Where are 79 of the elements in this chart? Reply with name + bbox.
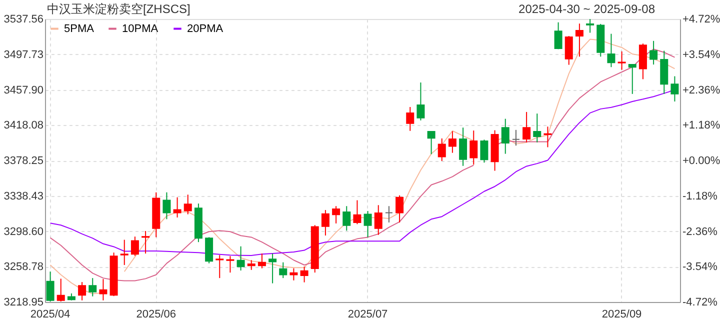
x-tick-label: 2025/07 <box>348 308 388 320</box>
candlestick <box>130 236 139 256</box>
legend-label: 20PMA <box>187 22 224 35</box>
candlestick <box>586 18 594 34</box>
candlestick <box>342 206 351 232</box>
candlestick <box>459 127 468 166</box>
candlestick <box>290 268 298 281</box>
candlestick <box>470 130 478 166</box>
candlestick <box>184 194 192 215</box>
candlestick <box>448 130 456 154</box>
candlestick <box>88 278 97 297</box>
candlestick <box>279 262 288 279</box>
candlestick <box>353 200 362 225</box>
candlestick <box>406 106 414 132</box>
x-tick-label: 2025/06 <box>136 308 176 320</box>
y2-tick-label: -2.36% <box>682 226 718 238</box>
candlestick <box>533 113 542 143</box>
candlestick <box>99 278 108 301</box>
candlestick <box>300 266 308 283</box>
candlestick <box>364 210 372 238</box>
candlestick <box>258 253 266 269</box>
y-tick-label: 3218.95 <box>4 296 44 308</box>
y2-tick-label: +0.00% <box>682 155 720 167</box>
candlestick <box>564 36 573 66</box>
x-tick-label: 2025/09 <box>602 308 642 320</box>
y-tick-label: 3457.90 <box>4 84 44 96</box>
y2-tick-label: +2.36% <box>682 84 720 96</box>
candlestick <box>650 40 658 66</box>
candlestick <box>396 194 404 223</box>
candlestick <box>501 118 510 154</box>
candlestick <box>438 138 446 162</box>
candlestick <box>247 260 256 270</box>
candlestick <box>544 126 552 148</box>
candlestick <box>46 271 54 302</box>
x-tick-label: 2025/04 <box>30 308 70 320</box>
candlestick <box>332 206 340 224</box>
y-tick-label: 3418.08 <box>4 120 44 132</box>
y-tick-label: 3298.60 <box>4 226 44 238</box>
candlestick <box>384 206 393 223</box>
candlestick <box>56 278 65 302</box>
chart-title: 中汉玉米淀粉卖空[ZHSCS] <box>47 2 190 16</box>
y-tick-label: 3378.25 <box>4 155 44 168</box>
candlestick <box>374 204 382 236</box>
candlestick <box>427 131 436 155</box>
candlestick <box>618 50 626 70</box>
candlestick <box>236 246 245 272</box>
candlestick <box>575 23 584 58</box>
candlestick <box>607 33 616 68</box>
candlestick <box>670 76 679 102</box>
y2-tick-label: -3.54% <box>682 261 718 274</box>
y2-tick-label: +4.72% <box>682 14 720 26</box>
candlestick <box>638 43 647 80</box>
candlestick <box>480 139 488 164</box>
y2-tick-label: -1.18% <box>682 190 718 202</box>
candlestick <box>321 210 330 236</box>
candlestick <box>120 239 128 266</box>
candlestick <box>205 236 214 264</box>
legend-label: 10PMA <box>122 22 159 35</box>
y-tick-label: 3497.73 <box>4 48 44 61</box>
candlestick <box>268 253 277 284</box>
y2-tick-label: -4.72% <box>682 296 718 308</box>
y-tick-label: 3258.78 <box>4 261 44 274</box>
candlestick <box>226 256 234 274</box>
y-tick-label: 3338.43 <box>4 190 44 202</box>
chart-subtitle: 2025-04-30 ~ 2025-09-08 <box>518 2 656 16</box>
y-tick-label: 3537.56 <box>4 14 44 26</box>
candlestick <box>416 82 425 121</box>
y2-tick-label: +3.54% <box>682 48 720 61</box>
candlestick <box>216 254 224 279</box>
candlestick <box>522 111 531 143</box>
legend-label: 5PMA <box>64 22 95 35</box>
candlestick <box>628 64 636 94</box>
candlestick <box>554 22 562 50</box>
candlestick <box>78 282 86 301</box>
y2-tick-label: +1.18% <box>682 120 720 132</box>
candlestick <box>142 230 150 254</box>
candlestick <box>162 192 171 220</box>
candlestick <box>512 129 520 146</box>
candlestick <box>173 196 182 218</box>
